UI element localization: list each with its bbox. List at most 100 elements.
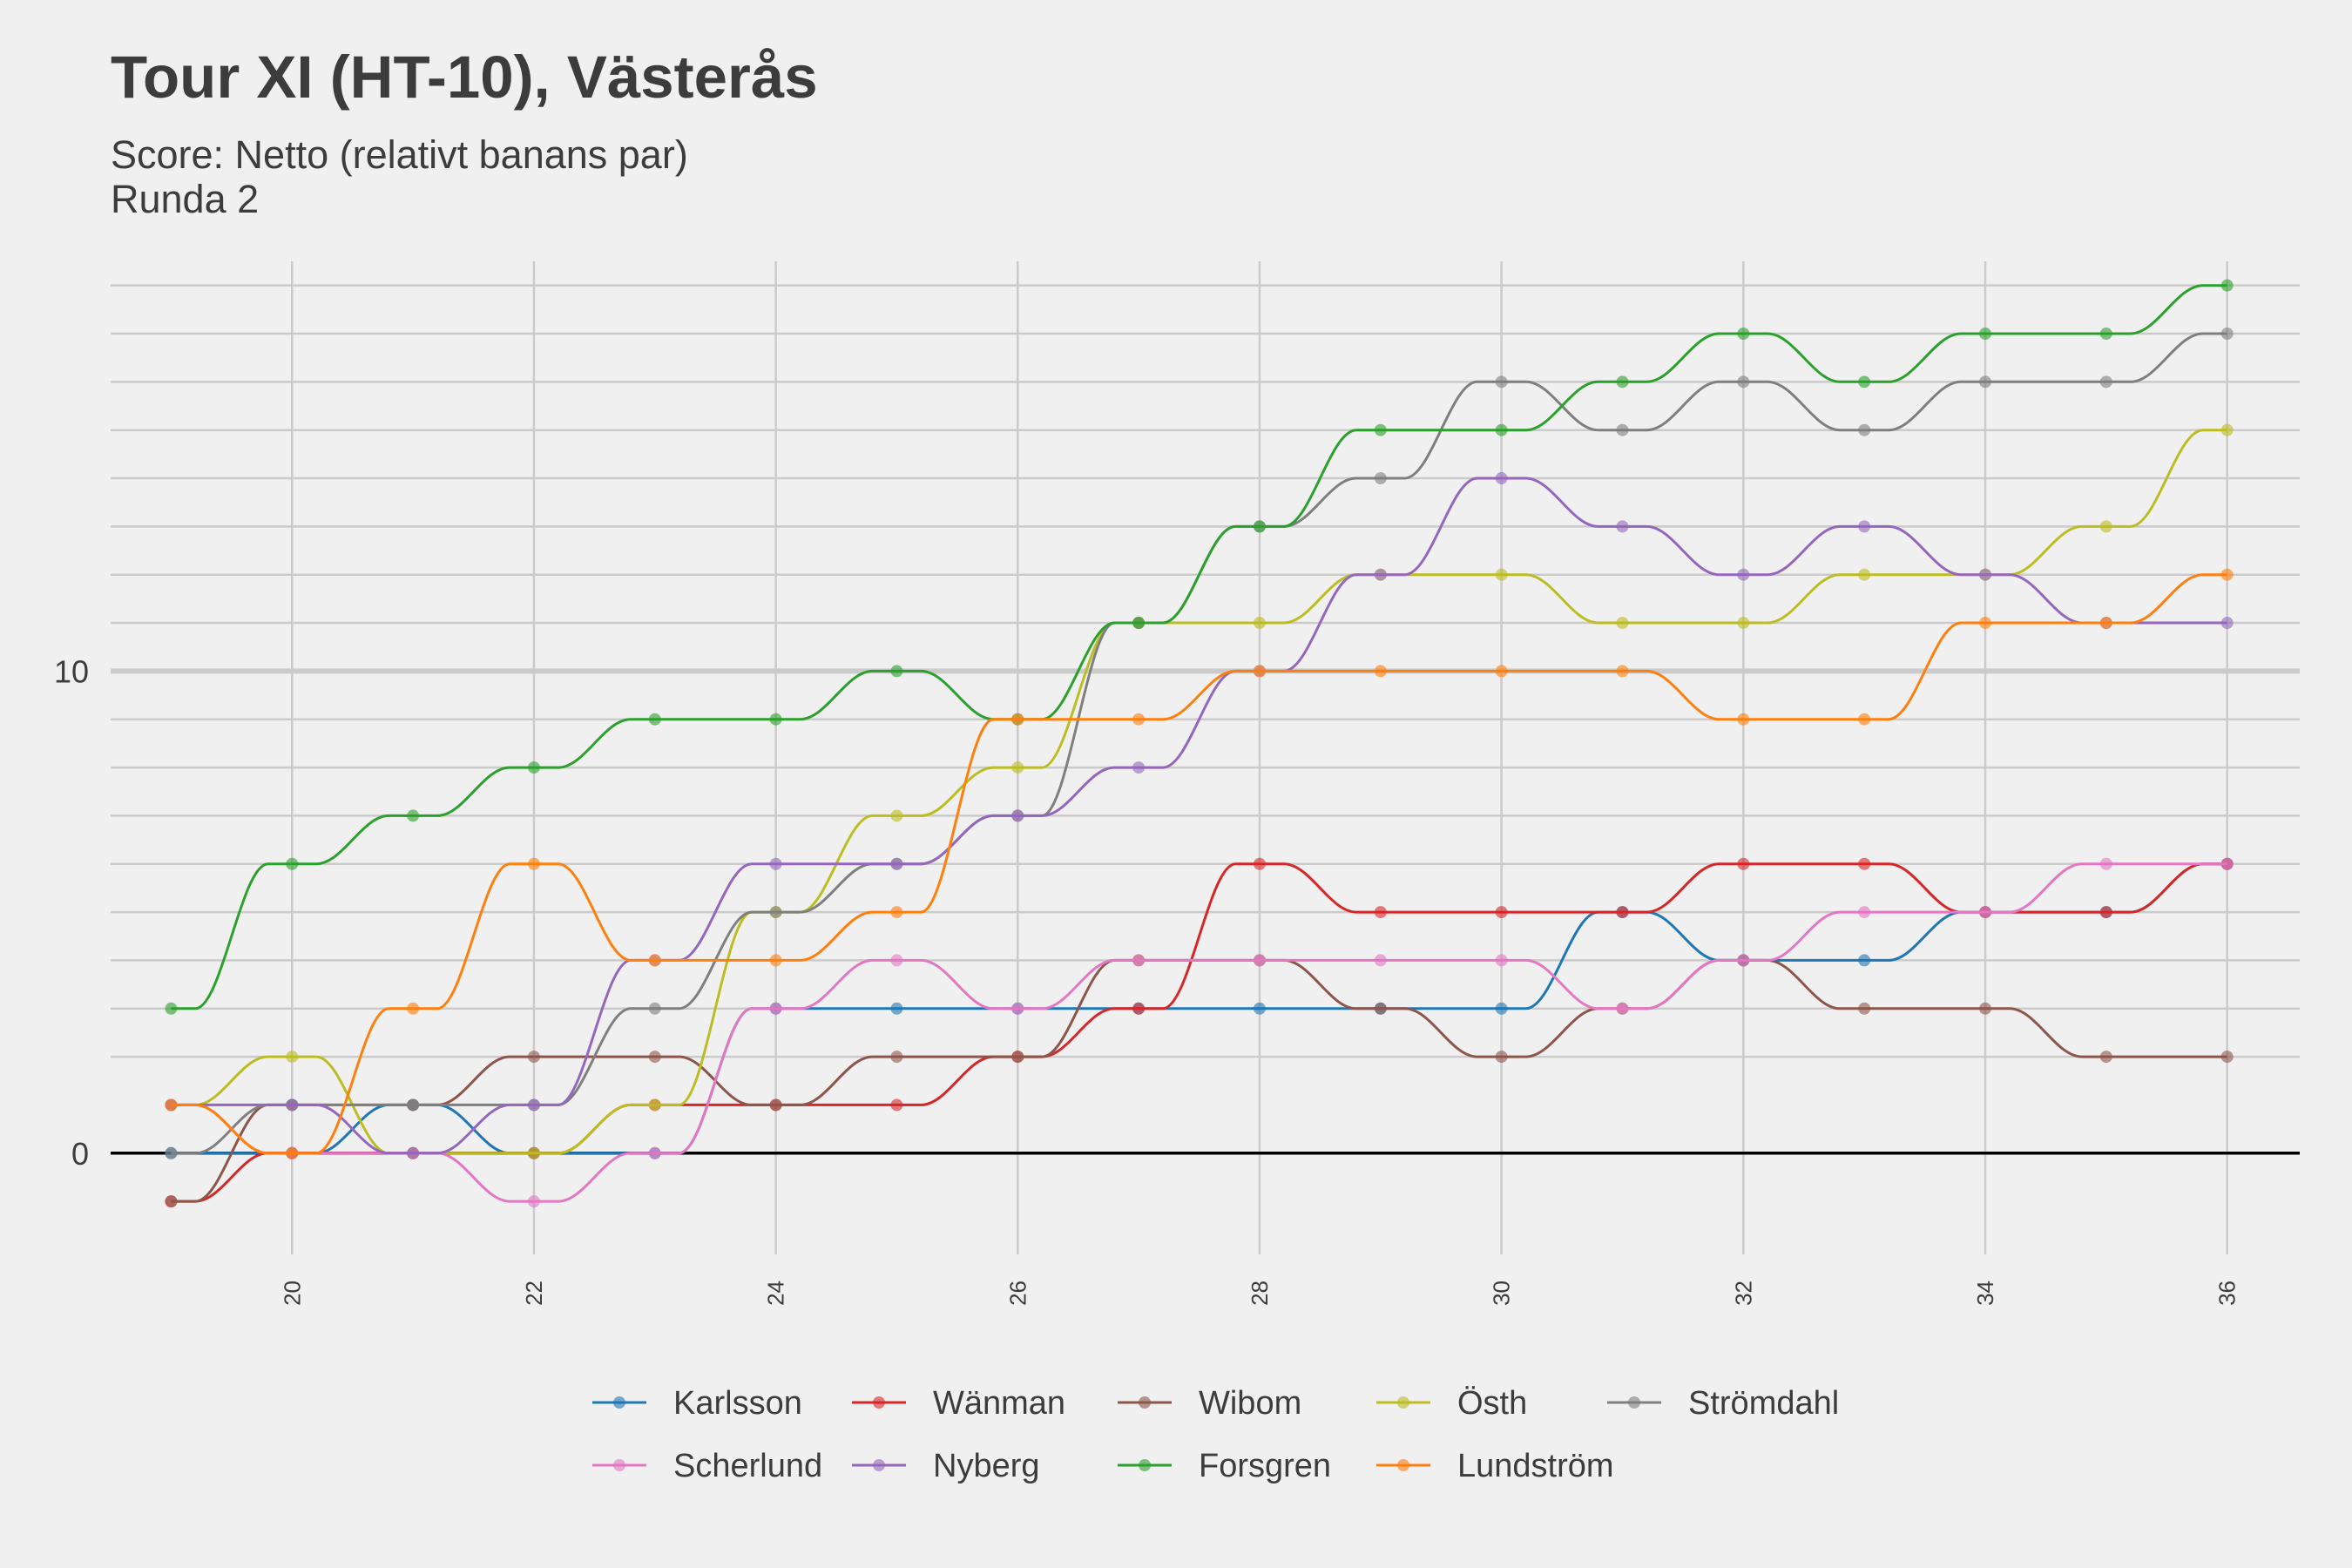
- data-point: [648, 1146, 661, 1159]
- data-point: [890, 857, 903, 870]
- series-forsgren: [165, 279, 2234, 1015]
- data-point: [1616, 906, 1629, 919]
- legend-item-stromdahl: Strömdahl: [1607, 1385, 1839, 1422]
- data-point: [1374, 1002, 1387, 1015]
- data-point: [2220, 279, 2234, 292]
- data-point: [1737, 954, 1750, 967]
- data-point: [1979, 617, 1992, 630]
- series-line-osth: [171, 429, 2227, 1155]
- data-point: [407, 1002, 420, 1015]
- series-stromdahl: [165, 328, 2234, 1159]
- data-point: [407, 809, 420, 822]
- series-scherlund: [165, 857, 2234, 1208]
- data-point: [1858, 375, 1871, 389]
- data-point: [2099, 906, 2112, 919]
- data-point: [1374, 665, 1387, 678]
- data-point: [1011, 1002, 1024, 1015]
- data-point: [1737, 857, 1750, 870]
- chart-subtitle-line-2: Runda 2: [111, 177, 259, 221]
- data-point: [1374, 906, 1387, 919]
- data-point: [1858, 1002, 1871, 1015]
- x-tick-label: 24: [763, 1281, 789, 1306]
- data-point: [2099, 1051, 2112, 1064]
- data-point: [2099, 857, 2112, 870]
- x-tick-label: 34: [1972, 1281, 1998, 1306]
- data-point: [2220, 1051, 2234, 1064]
- y-tick-label: 0: [71, 1136, 89, 1172]
- data-point: [1374, 423, 1387, 436]
- data-point: [1495, 906, 1508, 919]
- series-line-forsgren: [171, 284, 2227, 1010]
- grid: [111, 261, 2300, 1254]
- data-point: [1253, 857, 1266, 870]
- legend-label: Forsgren: [1199, 1448, 1331, 1484]
- data-point: [1737, 713, 1750, 726]
- axes: 0 10 20 22 24 26 28 30 32 34 36: [54, 653, 2240, 1306]
- data-point: [648, 954, 661, 967]
- x-tick-label: 36: [2214, 1281, 2240, 1306]
- data-point: [648, 1002, 661, 1015]
- data-point: [1616, 375, 1629, 389]
- legend-key-point: [1139, 1459, 1151, 1471]
- data-point: [1253, 617, 1266, 630]
- data-point: [890, 809, 903, 822]
- series-wanman: [165, 857, 2234, 1208]
- legend-label: Wänman: [933, 1385, 1065, 1422]
- data-point: [648, 713, 661, 726]
- legend-item-osth: Östh: [1376, 1385, 1527, 1422]
- legend-key-point: [613, 1396, 625, 1409]
- chart-title: Tour XI (HT-10), Västerås: [111, 44, 818, 111]
- data-point: [1253, 954, 1266, 967]
- legend-label: Östh: [1457, 1385, 1527, 1422]
- data-point: [1495, 472, 1508, 485]
- legend-label: Scherlund: [673, 1448, 822, 1484]
- data-point: [1858, 857, 1871, 870]
- data-point: [1616, 617, 1629, 630]
- data-point: [1011, 761, 1024, 774]
- series-line-stromdahl: [171, 332, 2227, 1155]
- data-point: [1616, 520, 1629, 533]
- data-point: [1495, 568, 1508, 581]
- data-point: [769, 857, 782, 870]
- legend-item-lundstrom: Lundström: [1376, 1448, 1614, 1484]
- data-point: [1132, 761, 1146, 774]
- data-point: [648, 1051, 661, 1064]
- data-point: [165, 1002, 178, 1015]
- data-point: [1858, 713, 1871, 726]
- data-point: [527, 1098, 540, 1112]
- y-tick-label: 10: [54, 653, 89, 689]
- data-point: [286, 1098, 299, 1112]
- data-point: [890, 1098, 903, 1112]
- data-point: [1374, 954, 1387, 967]
- data-point: [890, 906, 903, 919]
- data-point: [769, 906, 782, 919]
- data-point: [1979, 1002, 1992, 1015]
- legend-key-point: [1397, 1396, 1409, 1409]
- data-point: [2099, 375, 2112, 389]
- data-point: [2220, 328, 2234, 341]
- chart-subtitle-line-1: Score: Netto (relativt banans par): [111, 132, 688, 177]
- data-point: [1011, 1051, 1024, 1064]
- data-point: [890, 954, 903, 967]
- data-point: [1374, 472, 1387, 485]
- x-tick-label: 22: [521, 1281, 547, 1306]
- legend-item-nyberg: Nyberg: [852, 1448, 1040, 1484]
- data-point: [1858, 954, 1871, 967]
- x-tick-label: 26: [1004, 1281, 1031, 1306]
- data-point: [1132, 713, 1146, 726]
- data-point: [1495, 1051, 1508, 1064]
- data-point: [1858, 423, 1871, 436]
- data-point: [769, 1098, 782, 1112]
- series-wibom: [165, 954, 2234, 1208]
- data-point: [2220, 857, 2234, 870]
- legend-label: Strömdahl: [1688, 1385, 1839, 1422]
- data-point: [527, 1195, 540, 1208]
- data-point: [890, 665, 903, 678]
- legend-item-wanman: Wänman: [852, 1385, 1065, 1422]
- data-point: [286, 1051, 299, 1064]
- data-point: [527, 857, 540, 870]
- data-point: [1132, 1002, 1146, 1015]
- legend-key-point: [1397, 1459, 1409, 1471]
- data-point: [1979, 328, 1992, 341]
